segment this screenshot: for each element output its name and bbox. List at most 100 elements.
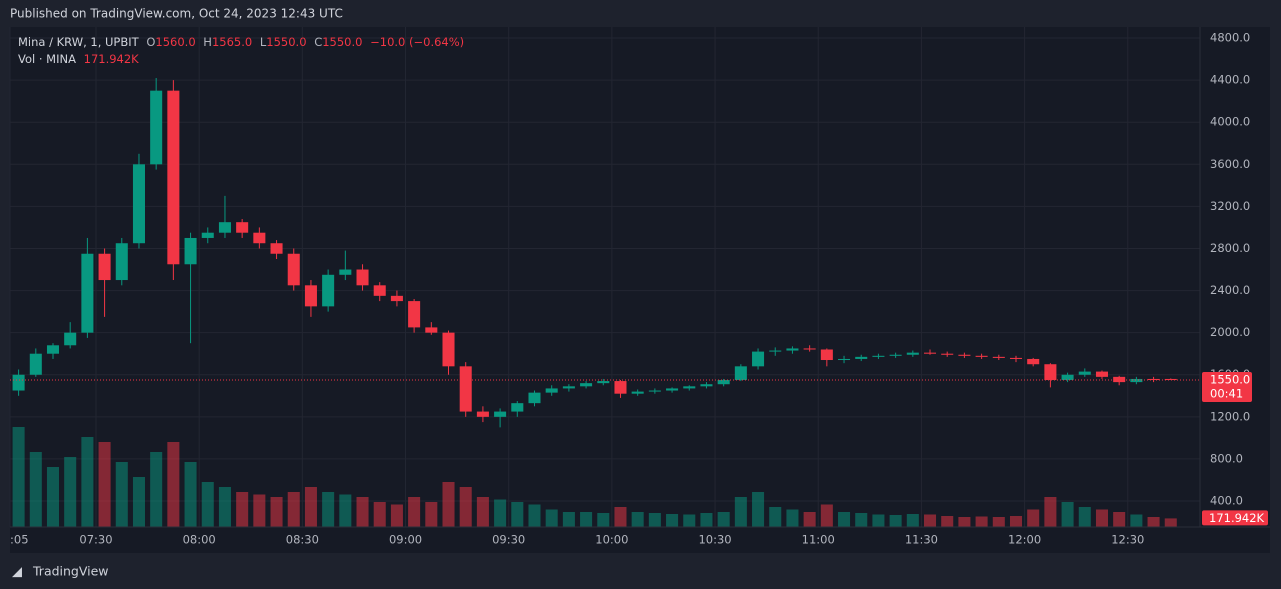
candle-body bbox=[12, 374, 25, 391]
candle-body bbox=[683, 386, 696, 389]
y-tick-label: 1200.0 bbox=[1210, 409, 1250, 423]
y-tick-label: 4000.0 bbox=[1210, 115, 1250, 129]
candle-body bbox=[81, 253, 94, 333]
candle-body bbox=[1147, 378, 1160, 381]
candle-body bbox=[958, 354, 971, 356]
x-tick-label: 12:00 bbox=[1008, 533, 1041, 547]
volume-bar bbox=[390, 504, 403, 527]
candle-body bbox=[408, 301, 421, 328]
candle-body bbox=[941, 353, 954, 355]
volume-bar bbox=[236, 492, 249, 527]
volume-bar bbox=[253, 494, 266, 527]
x-tick-label: 09:30 bbox=[492, 533, 525, 547]
volume-bar bbox=[700, 513, 713, 527]
h-label: H bbox=[203, 35, 212, 49]
x-tick-label: 07:30 bbox=[79, 533, 112, 547]
y-tick-label: 4800.0 bbox=[1210, 31, 1250, 45]
volume-bar bbox=[769, 507, 782, 527]
volume-bar bbox=[201, 482, 214, 527]
candle-body bbox=[46, 345, 60, 354]
candle-body bbox=[390, 295, 403, 302]
candle-body bbox=[1113, 376, 1126, 383]
candle-body bbox=[459, 366, 472, 412]
candle-body bbox=[150, 90, 163, 165]
candle-body bbox=[528, 392, 541, 404]
candle-body bbox=[786, 348, 799, 351]
volume-bar bbox=[12, 427, 25, 527]
volume-bar bbox=[132, 477, 145, 527]
candle-body bbox=[201, 232, 214, 238]
h-value: 1565.0 bbox=[212, 35, 252, 49]
volume-bar bbox=[1009, 516, 1023, 527]
volume-bar bbox=[717, 512, 730, 527]
candle-body bbox=[373, 285, 386, 296]
candle-body bbox=[648, 390, 661, 392]
brand: TradingView bbox=[32, 564, 109, 579]
c-value: 1550.0 bbox=[322, 35, 362, 49]
volume-bar bbox=[786, 509, 799, 527]
volume-bar bbox=[373, 502, 386, 527]
candle-body bbox=[236, 222, 249, 233]
volume-tag bbox=[1202, 510, 1268, 526]
x-tick-label: 11:30 bbox=[905, 533, 938, 547]
volume-bar bbox=[1130, 514, 1143, 527]
candle-body bbox=[614, 381, 627, 394]
y-tick-label: 3200.0 bbox=[1210, 199, 1250, 213]
candle-body bbox=[64, 332, 77, 346]
volume-name: Vol · MINA bbox=[18, 52, 76, 66]
candle-body bbox=[1061, 374, 1074, 381]
volume-bar bbox=[167, 442, 180, 527]
volume-bar bbox=[941, 516, 954, 527]
volume-bar bbox=[304, 487, 317, 527]
countdown: 00:41 bbox=[1210, 387, 1243, 401]
volume-tag-label: 171.942K bbox=[1209, 511, 1265, 525]
candle-body bbox=[115, 243, 128, 281]
chart-panel bbox=[10, 27, 1270, 553]
price-tag bbox=[1202, 372, 1252, 403]
volume-legend: Vol · MINA 171.942K bbox=[18, 52, 139, 66]
candle-body bbox=[803, 348, 816, 350]
candle-body bbox=[98, 253, 111, 281]
volume-value: 171.942K bbox=[84, 52, 140, 66]
candle-body bbox=[580, 383, 593, 387]
y-tick-label: 2800.0 bbox=[1210, 241, 1250, 255]
volume-bar bbox=[442, 482, 455, 527]
volume-bar bbox=[958, 517, 971, 527]
candle-body bbox=[322, 274, 335, 307]
candle-body bbox=[29, 353, 42, 375]
volume-bar bbox=[270, 497, 283, 527]
volume-bar bbox=[1061, 502, 1074, 527]
l-label: L bbox=[260, 35, 267, 49]
volume-bar bbox=[322, 492, 335, 527]
volume-bar bbox=[906, 514, 919, 527]
volume-bar bbox=[339, 494, 352, 527]
volume-bar bbox=[1147, 517, 1160, 527]
x-tick-label: 11:00 bbox=[802, 533, 835, 547]
y-tick-label: 2400.0 bbox=[1210, 283, 1250, 297]
candle-body bbox=[923, 352, 937, 354]
o-label: O bbox=[146, 35, 155, 49]
candle-body bbox=[1044, 364, 1057, 381]
volume-bar bbox=[184, 462, 197, 527]
volume-bar bbox=[425, 502, 438, 527]
candle-body bbox=[734, 366, 747, 381]
candle-body bbox=[1027, 358, 1040, 365]
x-tick-label: 08:00 bbox=[183, 533, 216, 547]
o-value: 1560.0 bbox=[155, 35, 195, 49]
volume-bar bbox=[511, 502, 524, 527]
candle-body bbox=[1078, 371, 1091, 375]
volume-bar bbox=[476, 497, 489, 527]
x-tick-label: 12:30 bbox=[1111, 533, 1144, 547]
candle-body bbox=[167, 90, 180, 265]
price-tag-label: 1550.0 bbox=[1210, 373, 1250, 387]
volume-bar bbox=[648, 513, 661, 527]
volume-bar bbox=[218, 487, 231, 527]
volume-bar bbox=[150, 452, 163, 527]
candle-body bbox=[752, 351, 765, 367]
volume-bar bbox=[459, 487, 472, 527]
candle-body bbox=[631, 391, 644, 394]
candle-body bbox=[855, 356, 868, 359]
volume-bar bbox=[1078, 507, 1091, 527]
candle-body bbox=[545, 388, 558, 393]
